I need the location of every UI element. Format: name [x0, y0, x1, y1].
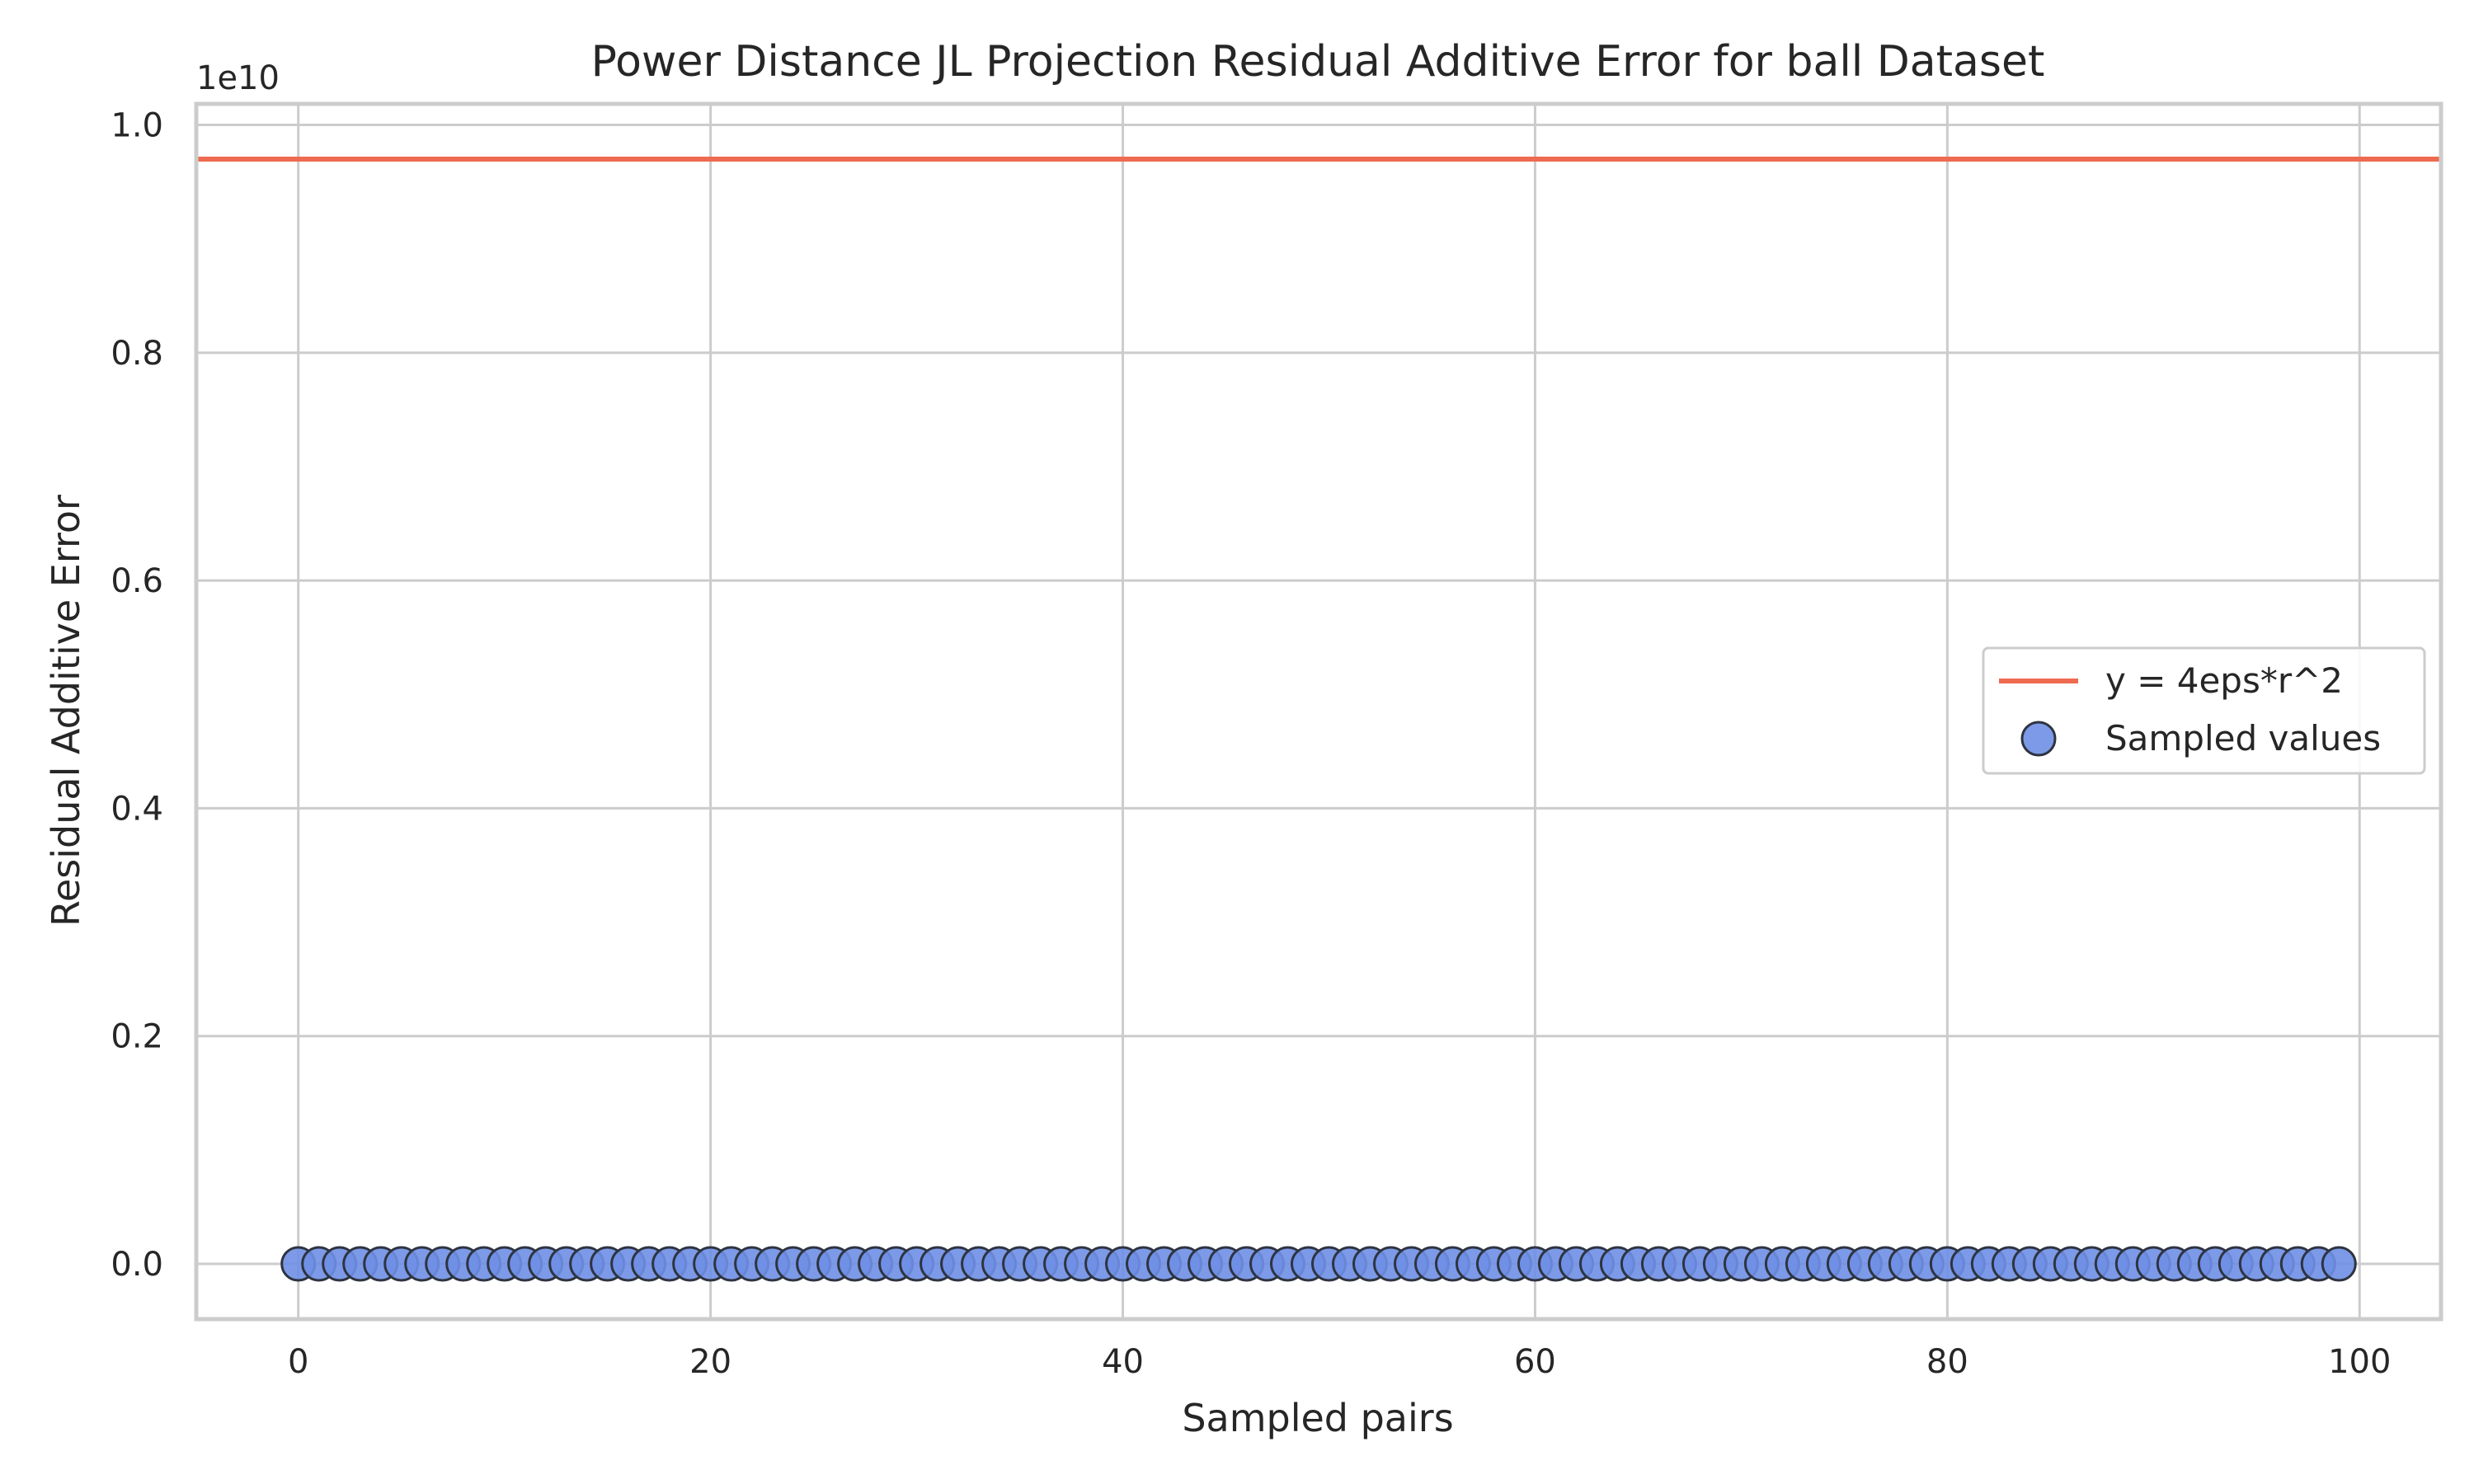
- y-tick-label: 1.0: [111, 107, 163, 145]
- x-tick-label: 20: [689, 1343, 731, 1381]
- y-tick-label: 0.6: [111, 562, 163, 600]
- y-tick-label: 0.0: [111, 1246, 163, 1284]
- x-tick-label: 100: [2328, 1343, 2391, 1381]
- y-tick-label: 0.2: [111, 1018, 163, 1056]
- legend-marker-swatch: [2020, 721, 2057, 757]
- x-axis-label: Sampled pairs: [1182, 1396, 1453, 1440]
- legend-box: [1982, 646, 2426, 775]
- x-tick-label: 80: [1926, 1343, 1968, 1381]
- x-tick-label: 40: [1102, 1343, 1144, 1381]
- x-tick-label: 60: [1514, 1343, 1556, 1381]
- plot-area: [196, 157, 2441, 1282]
- axes-frame: [194, 101, 2443, 1322]
- legend-label-marker: Sampled values: [2105, 718, 2381, 758]
- legend: y = 4eps*r^2 Sampled values: [1982, 646, 2426, 775]
- axis-ticks: 0 20 40 60 80 100 0.0 0.2 0.4 0.6 0.8 1.0: [111, 107, 2391, 1381]
- x-tick-label: 0: [288, 1343, 308, 1381]
- scatter-point: [2321, 1246, 2357, 1282]
- legend-label-line: y = 4eps*r^2: [2105, 660, 2343, 701]
- chart-title: Power Distance JL Projection Residual Ad…: [591, 37, 2045, 87]
- y-tick-label: 0.4: [111, 790, 163, 828]
- y-offset-label: 1e10: [196, 59, 280, 97]
- y-axis-label: Residual Additive Error: [44, 495, 88, 927]
- y-tick-label: 0.8: [111, 335, 163, 373]
